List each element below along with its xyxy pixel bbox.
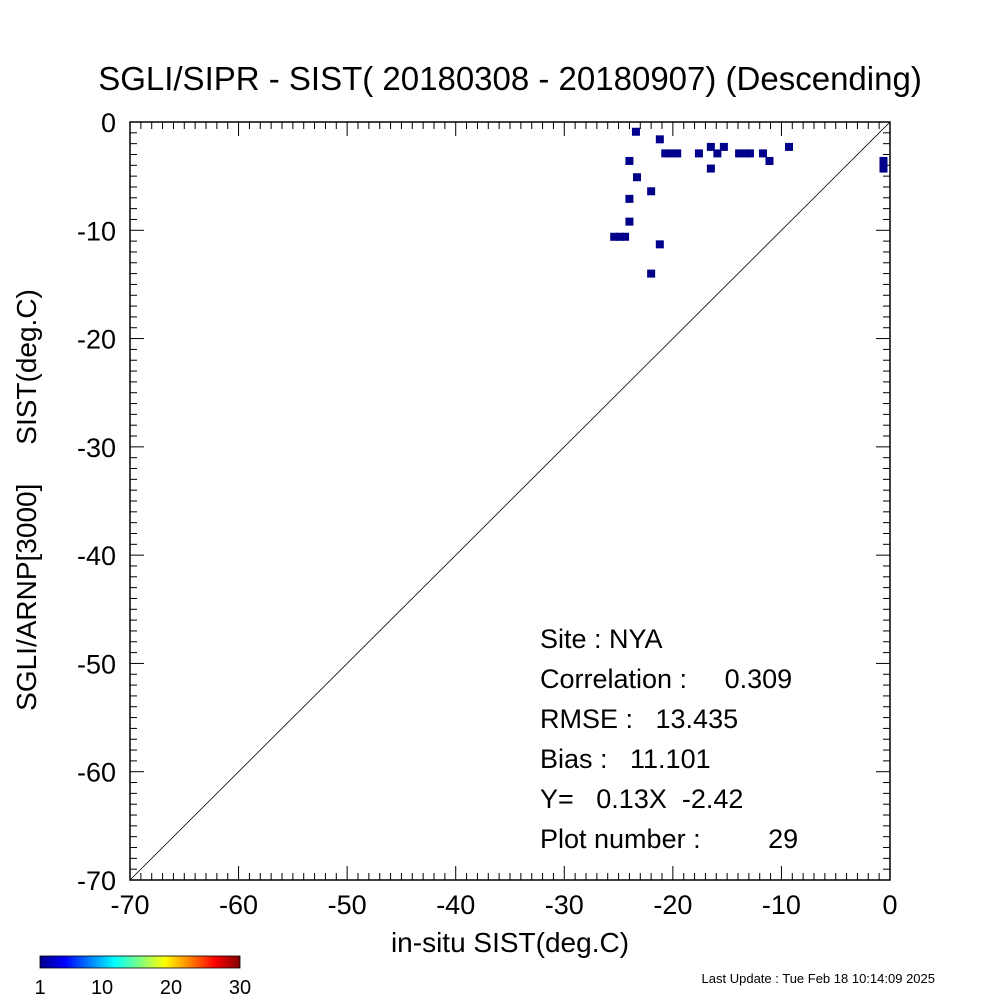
x-tick-label: -50 bbox=[328, 890, 367, 920]
tick-labels: -70 -60 -50 -40 -30 -20 -10 0 0 -10 -20 -30 -40 -50 -6… bbox=[77, 108, 898, 920]
data-point bbox=[879, 164, 888, 173]
data-point bbox=[621, 232, 630, 241]
data-point bbox=[647, 269, 656, 278]
data-point bbox=[615, 232, 624, 241]
data-point bbox=[694, 149, 703, 158]
colorbar bbox=[39, 955, 241, 969]
y-tick-label: -30 bbox=[77, 433, 116, 463]
stat-line: Correlation : 0.309 bbox=[540, 664, 792, 694]
data-point bbox=[713, 149, 722, 158]
colorbar-tick: 10 bbox=[91, 977, 113, 999]
one-to-one-line bbox=[129, 121, 891, 881]
data-point bbox=[719, 142, 728, 151]
data-point bbox=[655, 240, 664, 249]
data-point bbox=[673, 149, 682, 158]
x-tick-label: -20 bbox=[653, 890, 692, 920]
chart-title: SGLI/SIPR - SIST( 20180308 - 20180907) (… bbox=[98, 60, 922, 97]
y-tick-label: -40 bbox=[77, 541, 116, 571]
data-point bbox=[631, 127, 640, 136]
data-point bbox=[735, 149, 744, 158]
x-tick-label: -60 bbox=[219, 890, 258, 920]
data-point bbox=[633, 173, 642, 182]
plot-frame bbox=[129, 121, 891, 881]
y-axis-label: SGLI/ARNP[3000] SIST(deg.C) bbox=[11, 289, 42, 711]
x-tick-label: -30 bbox=[545, 890, 584, 920]
y-tick-label: -20 bbox=[77, 325, 116, 355]
x-tick-label: -70 bbox=[110, 890, 149, 920]
data-point bbox=[666, 149, 675, 158]
data-point bbox=[625, 194, 634, 203]
data-point bbox=[785, 142, 794, 151]
x-tick-label: 0 bbox=[882, 890, 897, 920]
data-point bbox=[625, 217, 634, 226]
x-axis-label: in-situ SIST(deg.C) bbox=[391, 927, 629, 958]
colorbar-tick: 20 bbox=[160, 977, 182, 999]
data-point bbox=[765, 156, 774, 165]
data-point bbox=[661, 149, 670, 158]
data-point bbox=[706, 164, 715, 173]
data-point bbox=[625, 156, 634, 165]
stat-line: Bias : 11.101 bbox=[540, 744, 711, 774]
y-tick-label: -10 bbox=[77, 216, 116, 246]
data-point bbox=[758, 149, 767, 158]
data-points bbox=[610, 127, 888, 278]
data-point bbox=[647, 187, 656, 196]
stat-line: Site : NYA bbox=[540, 624, 663, 654]
axis-ticks bbox=[129, 121, 891, 881]
data-point bbox=[610, 232, 619, 241]
data-point bbox=[879, 156, 888, 165]
colorbar-tick-labels: 1 10 20 30 bbox=[34, 977, 251, 999]
y-tick-label: -60 bbox=[77, 758, 116, 788]
data-point bbox=[745, 149, 754, 158]
data-point bbox=[706, 142, 715, 151]
y-tick-label: -50 bbox=[77, 649, 116, 679]
stat-line: RMSE : 13.435 bbox=[540, 704, 738, 734]
x-tick-label: -10 bbox=[762, 890, 801, 920]
data-point bbox=[655, 135, 664, 144]
x-tick-label: -40 bbox=[436, 890, 475, 920]
y-tick-label: -70 bbox=[77, 866, 116, 896]
stat-line: Plot number : 29 bbox=[540, 824, 798, 854]
y-tick-label: 0 bbox=[101, 108, 116, 138]
colorbar-tick: 30 bbox=[229, 977, 251, 999]
data-point bbox=[740, 149, 749, 158]
stats-panel: Site : NYA Correlation : 0.309 RMSE : 13.4… bbox=[540, 624, 798, 854]
colorbar-tick: 1 bbox=[34, 977, 45, 999]
stat-line: Y= 0.13X -2.42 bbox=[540, 784, 743, 814]
last-update-text: Last Update : Tue Feb 18 10:14:09 2025 bbox=[702, 971, 935, 986]
